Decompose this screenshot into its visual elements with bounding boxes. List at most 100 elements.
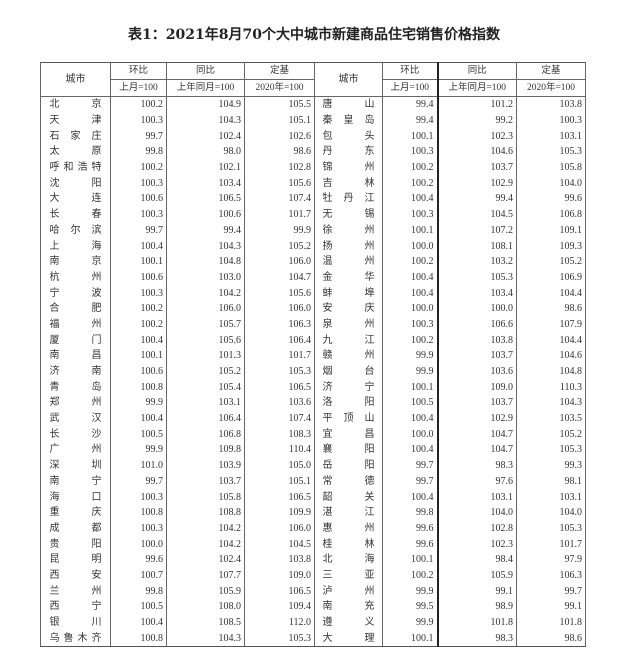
right-city-cell: 九江: [314, 332, 383, 348]
table-row: 天津 100.3 104.3 105.1 秦皇岛 99.4 99.2 100.3: [40, 112, 586, 129]
left-city-cell: 乌鲁木齐: [40, 630, 111, 648]
header-base: 定基: [244, 62, 315, 80]
city-name: 沈阳: [49, 177, 102, 189]
left-yoy-cell: 106.5: [166, 191, 245, 207]
left-yoy-cell: 105.4: [166, 379, 245, 396]
right-city-cell: 泉州: [314, 316, 383, 333]
left-base-cell: 105.6: [244, 175, 315, 192]
left-mom-cell: 100.2: [110, 159, 167, 176]
city-name: 吉林: [322, 177, 375, 189]
city-name: 牡丹江: [322, 193, 375, 205]
subheader-mom-right: 上月=100: [382, 79, 438, 97]
right-base-cell: 110.3: [516, 379, 586, 396]
city-name: 唐山: [322, 99, 375, 111]
right-base-cell: 105.2: [516, 426, 586, 443]
right-yoy-cell: 103.8: [436, 332, 517, 348]
left-city-cell: 重庆: [40, 504, 111, 521]
left-city-cell: 太原: [40, 144, 111, 160]
right-base-cell: 101.8: [516, 614, 586, 631]
left-base-cell: 101.7: [244, 348, 315, 364]
left-mom-cell: 100.8: [110, 504, 167, 521]
left-yoy-cell: 102.4: [166, 128, 245, 145]
left-mom-cell: 100.0: [110, 536, 167, 552]
left-base-cell: 105.1: [244, 112, 315, 129]
left-yoy-cell: 104.2: [166, 536, 245, 552]
left-city-cell: 合肥: [40, 300, 111, 317]
right-yoy-cell: 101.2: [436, 96, 517, 113]
city-name: 银川: [49, 617, 102, 629]
city-name: 蚌埠: [322, 287, 375, 299]
right-city-cell: 湛江: [314, 504, 383, 521]
right-mom-cell: 99.9: [382, 614, 438, 631]
right-base-cell: 101.7: [516, 536, 586, 552]
left-base-cell: 105.1: [244, 473, 315, 490]
right-city-cell: 唐山: [314, 96, 383, 113]
right-yoy-cell: 104.6: [436, 144, 517, 160]
city-name: 青岛: [49, 381, 102, 393]
city-name: 湛江: [322, 507, 375, 519]
right-city-cell: 安庆: [314, 300, 383, 317]
left-mom-cell: 100.6: [110, 269, 167, 286]
city-name: 三亚: [322, 569, 375, 581]
right-city-cell: 洛阳: [314, 395, 383, 411]
right-yoy-cell: 98.4: [436, 551, 517, 568]
left-yoy-cell: 105.9: [166, 583, 245, 599]
right-mom-cell: 99.6: [382, 520, 438, 537]
right-city-cell: 赣州: [314, 348, 383, 364]
right-yoy-cell: 105.9: [436, 567, 517, 584]
city-name: 南充: [322, 601, 375, 613]
subheader-row: 上月=100 上年同月=100 2020年=100 上月=100 上年同月=10…: [41, 79, 586, 97]
city-name: 温州: [322, 256, 375, 268]
right-city-cell: 宜昌: [314, 426, 383, 443]
right-city-cell: 惠州: [314, 520, 383, 537]
left-mom-cell: 100.3: [110, 285, 167, 301]
left-yoy-cell: 104.8: [166, 253, 245, 270]
left-base-cell: 110.4: [244, 442, 315, 458]
right-yoy-cell: 103.2: [436, 253, 517, 270]
table-row: 石家庄 99.7 102.4 102.6 包头 100.1 102.3 103.1: [40, 128, 586, 145]
table-row: 大连 100.6 106.5 107.4 牡丹江 100.4 99.4 99.6: [40, 191, 586, 207]
table-row: 上海 100.4 104.3 105.2 扬州 100.0 108.1 109.3: [40, 238, 586, 254]
city-name: 北海: [322, 554, 375, 566]
right-base-cell: 107.9: [516, 316, 586, 333]
left-city-cell: 杭州: [40, 269, 111, 286]
left-mom-cell: 100.2: [110, 300, 167, 317]
left-base-cell: 106.4: [244, 332, 315, 348]
left-yoy-cell: 106.4: [166, 410, 245, 427]
city-name: 宜昌: [322, 428, 375, 440]
left-yoy-cell: 103.7: [166, 473, 245, 490]
right-base-cell: 99.7: [516, 583, 586, 599]
left-city-cell: 呼和浩特: [40, 159, 111, 176]
city-name: 呼和浩特: [49, 162, 102, 174]
city-name: 杭州: [49, 271, 102, 283]
city-name: 济南: [49, 366, 102, 378]
city-name: 西宁: [49, 601, 102, 613]
city-name: 常德: [322, 475, 375, 487]
left-yoy-cell: 109.8: [166, 442, 245, 458]
right-yoy-cell: 102.9: [436, 410, 517, 427]
right-base-cell: 98.1: [516, 473, 586, 490]
right-city-cell: 丹东: [314, 144, 383, 160]
table-row: 宁波 100.3 104.2 105.6 蚌埠 100.4 103.4 104.4: [40, 285, 586, 301]
table-row: 南宁 99.7 103.7 105.1 常德 99.7 97.6 98.1: [40, 473, 586, 490]
table-row: 深圳 101.0 103.9 105.0 岳阳 99.7 98.3 99.3: [40, 457, 586, 474]
right-city-cell: 锦州: [314, 159, 383, 176]
city-name: 宁波: [49, 287, 102, 299]
left-mom-cell: 99.7: [110, 473, 167, 490]
city-name: 泸州: [322, 585, 375, 597]
city-name: 西安: [49, 569, 102, 581]
right-yoy-cell: 103.6: [436, 363, 517, 380]
city-name: 武汉: [49, 413, 102, 425]
right-base-cell: 104.4: [516, 332, 586, 348]
city-name: 昆明: [49, 554, 102, 566]
city-name: 遵义: [322, 617, 375, 629]
right-yoy-cell: 106.6: [436, 316, 517, 333]
table-row: 兰州 99.8 105.9 106.5 泸州 99.9 99.1 99.7: [40, 583, 586, 599]
city-name: 洛阳: [322, 397, 375, 409]
right-base-cell: 97.9: [516, 551, 586, 568]
right-mom-cell: 100.4: [382, 191, 438, 207]
right-mom-cell: 100.4: [382, 269, 438, 286]
city-name: 安庆: [322, 303, 375, 315]
city-name: 兰州: [49, 585, 102, 597]
left-city-cell: 长春: [40, 206, 111, 223]
